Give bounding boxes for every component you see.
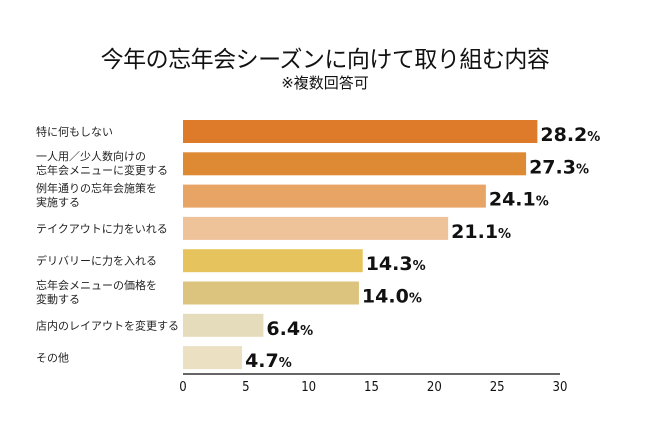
bar-7 bbox=[183, 346, 243, 370]
value-label-4: 14.3% bbox=[366, 253, 426, 275]
bar-5 bbox=[183, 281, 359, 305]
bar-6 bbox=[183, 313, 264, 337]
x-tick-label-30: 30 bbox=[553, 380, 568, 395]
x-axis-ticks-group: 0 5 10 15 20 25 30 bbox=[179, 380, 567, 395]
bars-group bbox=[183, 120, 538, 370]
value-number: 4.7 bbox=[245, 350, 279, 372]
value-unit: % bbox=[413, 259, 426, 274]
value-number: 28.2 bbox=[540, 124, 587, 146]
value-number: 27.3 bbox=[529, 156, 576, 178]
x-tick-label-5: 5 bbox=[242, 380, 249, 395]
category-label-4: デリバリーに力を入れる bbox=[36, 254, 157, 268]
bar-4 bbox=[183, 249, 363, 273]
value-label-5: 14.0% bbox=[362, 286, 422, 308]
category-label-3: テイクアウトに力をいれる bbox=[36, 222, 168, 235]
bar-2 bbox=[183, 184, 486, 208]
chart-subtitle: ※複数回答可 bbox=[281, 74, 369, 92]
value-unit: % bbox=[587, 130, 600, 145]
category-label-1-line-0: 一人用／少人数向けの bbox=[36, 149, 146, 163]
x-tick-label-0: 0 bbox=[179, 380, 186, 395]
category-labels-group: 特に何もしない一人用／少人数向けの忘年会メニューに変更する例年通りの忘年会施策を… bbox=[36, 125, 179, 365]
value-label-2: 24.1% bbox=[489, 189, 549, 211]
chart-title: 今年の忘年会シーズンに向けて取り組む内容 bbox=[100, 47, 550, 73]
bar-3 bbox=[183, 216, 449, 240]
value-number: 14.0 bbox=[362, 286, 409, 308]
x-tick-label-10: 10 bbox=[301, 380, 316, 395]
value-unit: % bbox=[300, 324, 313, 339]
value-unit: % bbox=[576, 162, 589, 177]
value-unit: % bbox=[409, 292, 422, 307]
category-label-2-line-0: 例年通りの忘年会施策を bbox=[36, 181, 157, 195]
value-label-3: 21.1% bbox=[451, 221, 511, 243]
bar-1 bbox=[183, 152, 527, 176]
value-unit: % bbox=[498, 227, 511, 242]
value-labels-group: 28.2%27.3%24.1%21.1%14.3%14.0%6.4%4.7% bbox=[245, 124, 600, 372]
value-label-0: 28.2% bbox=[540, 124, 600, 146]
value-number: 14.3 bbox=[366, 253, 413, 275]
bar-0 bbox=[183, 120, 538, 143]
value-unit: % bbox=[536, 195, 549, 210]
category-label-0: 特に何もしない bbox=[36, 125, 113, 139]
category-label-7: その他 bbox=[36, 352, 69, 365]
value-unit: % bbox=[279, 356, 292, 371]
value-label-7: 4.7% bbox=[245, 350, 292, 372]
category-label-1-line-1: 忘年会メニューに変更する bbox=[36, 163, 168, 177]
value-number: 6.4 bbox=[266, 318, 300, 340]
value-number: 24.1 bbox=[489, 189, 536, 211]
category-label-2-line-1: 実施する bbox=[36, 195, 80, 209]
value-number: 21.1 bbox=[451, 221, 498, 243]
x-tick-label-20: 20 bbox=[427, 380, 442, 395]
x-tick-label-15: 15 bbox=[364, 380, 379, 395]
category-label-5-line-1: 変動する bbox=[36, 292, 80, 306]
category-label-6: 店内のレイアウトを変更する bbox=[36, 318, 179, 332]
x-tick-label-25: 25 bbox=[490, 380, 505, 395]
value-label-1: 27.3% bbox=[529, 156, 589, 178]
category-label-5-line-0: 忘年会メニューの価格を bbox=[36, 278, 157, 292]
value-label-6: 6.4% bbox=[266, 318, 313, 340]
